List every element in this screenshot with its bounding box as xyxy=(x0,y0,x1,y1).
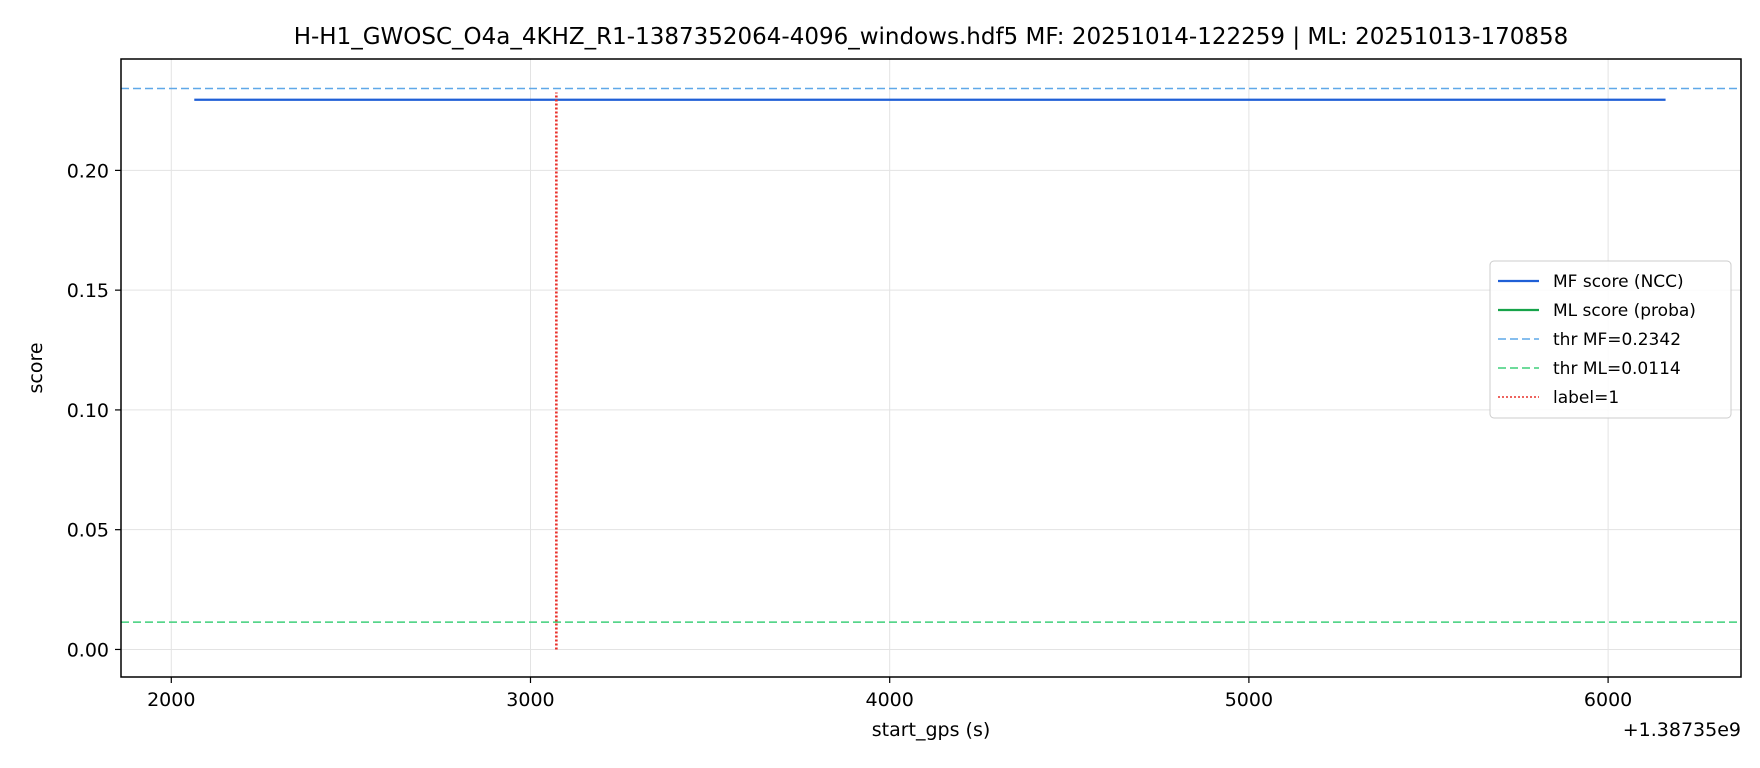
x-axis-label: start_gps (s) xyxy=(872,719,991,741)
x-tick-label: 3000 xyxy=(506,689,554,711)
chart-title: H-H1_GWOSC_O4a_4KHZ_R1-1387352064-4096_w… xyxy=(294,24,1569,50)
legend-label: ML score (proba) xyxy=(1553,301,1696,321)
x-axis-offset-label: +1.38735e9 xyxy=(1623,719,1741,741)
plot-frame xyxy=(120,58,1742,678)
x-tick-label: 5000 xyxy=(1225,689,1273,711)
y-tick-label: 0.15 xyxy=(67,280,109,302)
legend: MF score (NCC) ML score (proba) thr MF=0.2… xyxy=(1489,260,1732,419)
x-axis-ticks: 2000 3000 4000 5000 6000 xyxy=(147,677,1632,711)
legend-label: thr ML=0.0114 xyxy=(1553,359,1681,379)
y-tick-label: 0.00 xyxy=(67,639,109,661)
legend-label: MF score (NCC) xyxy=(1553,272,1684,292)
legend-label: thr MF=0.2342 xyxy=(1553,330,1681,350)
y-tick-label: 0.05 xyxy=(67,520,109,542)
legend-label: label=1 xyxy=(1553,388,1619,408)
x-tick-label: 2000 xyxy=(147,689,195,711)
y-tick-label: 0.10 xyxy=(67,400,109,422)
x-tick-label: 6000 xyxy=(1584,689,1632,711)
x-tick-label: 4000 xyxy=(866,689,914,711)
y-axis-ticks: 0.00 0.05 0.10 0.15 0.20 xyxy=(67,160,121,661)
y-tick-label: 0.20 xyxy=(67,160,109,182)
y-axis-label: score xyxy=(25,342,47,393)
legend-box xyxy=(1489,260,1732,419)
threshold-lines xyxy=(121,87,1741,623)
